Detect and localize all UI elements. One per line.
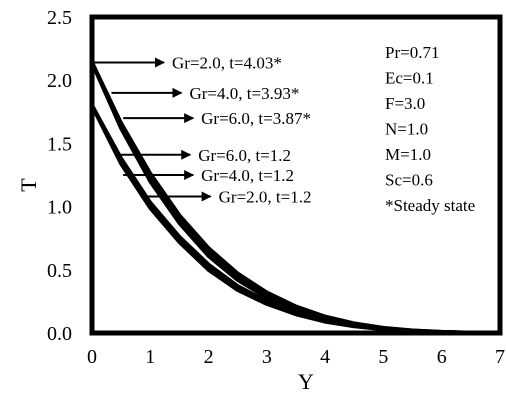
y-tick-label: 1.0 [47,197,72,219]
x-tick-label: 7 [495,346,505,368]
annotation-label: Gr=4.0, t=1.2 [201,166,294,185]
parameter-list: Pr=0.71 Ec=0.1 F=3.0 N=1.0 M=1.0 Sc=0.6 *Stead… [385,43,475,215]
y-tick-label: 0.0 [47,323,72,345]
parameter-text: Sc=0.6 [385,171,433,190]
x-tick-label: 4 [320,346,330,368]
annotation-label: Gr=2.0, t=1.2 [219,187,312,206]
parameter-text: M=1.0 [385,145,431,164]
annotation-layer: Gr=2.0, t=4.03* Gr=4.0, t=3.93* Gr=6.0, t=… [94,54,312,206]
annotation-label: Gr=6.0, t=3.87* [201,109,311,128]
x-tick-label: 6 [437,346,447,368]
plot-frame [89,14,503,336]
y-tick-label: 2.0 [47,70,72,92]
x-tick-label: 0 [87,346,97,368]
series-line-6 [90,104,501,335]
annotation-label: Gr=2.0, t=4.03* [172,54,282,73]
parameter-text: F=3.0 [385,94,425,113]
x-tick-label: 5 [378,346,388,368]
series-line-5 [90,104,501,335]
y-tick-label: 2.5 [47,7,72,29]
annotation-label: Gr=4.0, t=3.93* [189,84,299,103]
series-line-4 [90,104,501,335]
x-tick-label: 3 [262,346,272,368]
y-axis-label: T [16,178,41,192]
parameter-text: *Steady state [385,196,475,215]
parameter-text: N=1.0 [385,120,428,139]
x-axis-label: Y [298,369,314,394]
parameter-text: Pr=0.71 [385,43,439,62]
parameter-text: Ec=0.1 [385,69,434,88]
y-tick-label: 1.5 [47,133,72,155]
annotation-label: Gr=6.0, t=1.2 [198,146,291,165]
tick-layer: 0 1 2 3 4 5 6 7 0.0 0.5 1.0 1.5 2.0 2.5 [47,7,505,368]
x-tick-label: 2 [204,346,214,368]
y-tick-label: 0.5 [47,260,72,282]
x-tick-label: 1 [145,346,155,368]
